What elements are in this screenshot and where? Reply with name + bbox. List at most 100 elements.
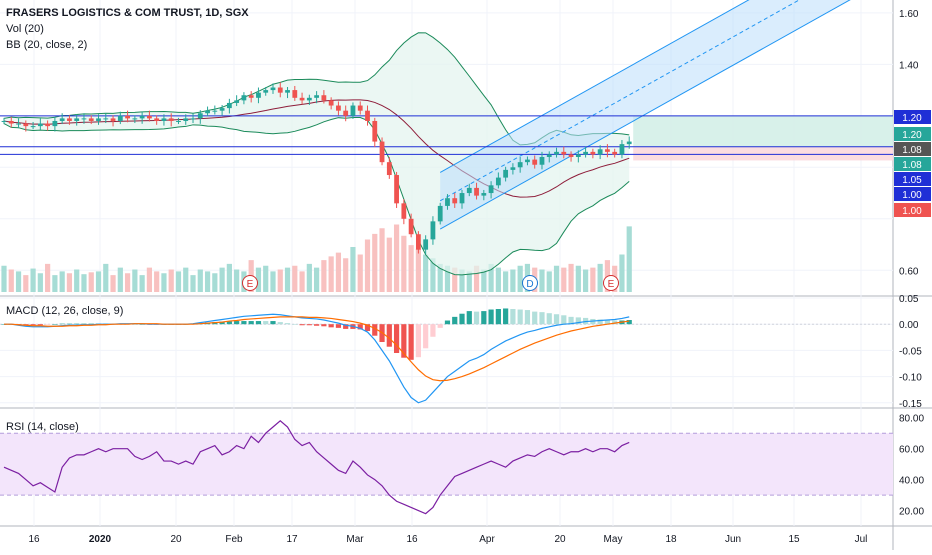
time-axis-tick: May	[604, 534, 623, 545]
macd-histogram-bar	[263, 321, 269, 325]
macd-histogram-bar	[473, 311, 480, 325]
macd-histogram-bar	[510, 309, 516, 325]
indicator-label-bb[interactable]: BB (20, close, 2)	[6, 39, 87, 51]
volume-bar	[183, 267, 189, 292]
price-axis[interactable]: 1.60 1.40 0.60 1.20 1.20 1.08 1.08 1.05 1.00 1.00…	[894, 9, 931, 518]
macd-histogram-bar	[423, 324, 429, 349]
macd-histogram-bar	[408, 324, 414, 360]
macd-histogram-bar	[37, 324, 43, 326]
volume-bar	[583, 269, 589, 292]
time-axis-tick: 20	[554, 534, 566, 545]
indicator-label-vol[interactable]: Vol (20)	[6, 23, 44, 35]
volume-bar	[52, 275, 58, 292]
rsi-axis-tick: 20.00	[899, 507, 924, 518]
volume-bar	[423, 254, 429, 292]
candle-body	[285, 90, 290, 93]
price-label-badge	[894, 142, 931, 156]
macd-histogram-bar	[139, 324, 145, 325]
volume-bar	[277, 269, 283, 292]
rsi-axis-tick: 60.00	[899, 445, 924, 456]
candle-body	[626, 141, 632, 145]
macd-histogram-bar	[539, 312, 545, 325]
candle-body	[583, 151, 588, 155]
macd-histogram-bar	[299, 324, 305, 326]
candle-body	[328, 100, 334, 106]
candle-body	[430, 221, 436, 240]
volume-bar	[190, 275, 196, 292]
macd-pane[interactable]	[0, 308, 893, 404]
volume-bar	[590, 267, 596, 292]
candle-body	[415, 234, 421, 250]
candle-body	[125, 115, 130, 119]
macd-histogram-bar	[248, 321, 254, 325]
price-label-badge	[894, 157, 931, 171]
candle-body	[226, 102, 232, 109]
time-axis-tick: 16	[406, 534, 418, 545]
volume-bar	[139, 275, 145, 292]
candle-body	[394, 175, 399, 204]
macd-histogram-bar	[612, 320, 618, 325]
macd-histogram-bar	[277, 322, 283, 325]
macd-line	[4, 313, 630, 404]
time-axis[interactable]: 16 2020 20 Feb 17 Mar 16 Apr 20 May 18 Jun 15 Jul	[28, 534, 867, 545]
macd-histogram-bar	[488, 309, 494, 325]
candle-body	[554, 151, 559, 155]
signal-line	[4, 316, 630, 382]
candle-body	[52, 120, 58, 127]
macd-histogram-bar	[444, 320, 451, 325]
macd-histogram-bar	[52, 324, 58, 325]
candle-body	[546, 154, 552, 158]
volume-bar	[95, 271, 102, 292]
volume-bar	[212, 273, 218, 292]
candle-body	[372, 120, 378, 142]
macd-histogram-bar	[452, 316, 458, 325]
rsi-pane-label[interactable]: RSI (14, close)	[6, 421, 79, 433]
time-axis-tick: 18	[665, 534, 677, 545]
candle-body	[168, 118, 174, 121]
volume-bar	[37, 273, 43, 292]
candle-body	[16, 123, 21, 125]
volume-bar	[110, 275, 116, 292]
macd-histogram-bar	[74, 323, 80, 325]
candle-body	[30, 126, 36, 128]
candle-body	[154, 118, 160, 121]
event-marker-label: E	[247, 279, 254, 290]
macd-histogram-bar	[292, 324, 298, 325]
volume-bar	[488, 263, 494, 292]
candle-body	[379, 141, 385, 163]
candle-body	[459, 193, 465, 204]
macd-pane-label[interactable]: MACD (12, 26, close, 9)	[6, 305, 123, 317]
macd-histogram-bar	[364, 324, 371, 331]
macd-histogram-bar	[401, 324, 407, 358]
candle-body	[88, 118, 94, 121]
time-axis-tick: Mar	[346, 534, 364, 545]
volume-bar	[561, 267, 567, 292]
candle-body	[59, 118, 65, 121]
candle-body	[525, 159, 530, 163]
volume-bar	[473, 265, 480, 292]
macd-histogram-bar	[437, 324, 443, 328]
candle-body	[612, 151, 618, 155]
macd-histogram-bar	[524, 310, 531, 325]
candle-body	[314, 95, 320, 98]
volume-bar	[568, 263, 574, 292]
chart-title: FRASERS LOGISTICS & COM TRUST, 1D, SGX	[6, 7, 249, 19]
volume-bar	[103, 263, 109, 292]
candle-body	[575, 154, 581, 158]
rsi-pane[interactable]	[0, 420, 893, 515]
volume-bar	[495, 267, 501, 292]
volume-bar	[357, 254, 363, 292]
volume-bar	[306, 263, 312, 292]
candle-body	[605, 149, 610, 152]
time-axis-tick: 20	[170, 534, 182, 545]
time-axis-tick: Jun	[725, 534, 741, 545]
volume-bar	[575, 265, 581, 292]
candle-body	[110, 118, 116, 121]
volume-bar	[15, 271, 22, 292]
candle-body	[503, 169, 509, 178]
macd-histogram-bar	[372, 324, 378, 336]
macd-histogram-bar	[343, 324, 349, 329]
time-axis-tick: Feb	[225, 534, 243, 545]
macd-histogram-bar	[459, 313, 465, 325]
